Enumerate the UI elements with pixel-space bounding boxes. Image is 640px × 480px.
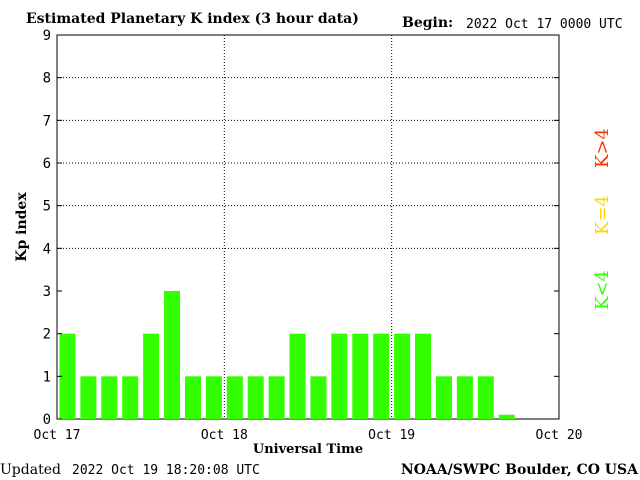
credit-text: NOAA/SWPC Boulder, CO USA	[401, 462, 639, 478]
y-tick-label: 8	[43, 71, 51, 87]
y-tick-label: 1	[43, 369, 51, 385]
x-tick-label: Oct 19	[368, 428, 415, 443]
kp-bar	[352, 333, 369, 419]
kp-bar	[59, 333, 76, 419]
x-tick-label: Oct 20	[536, 428, 583, 443]
kp-bar	[477, 376, 494, 419]
kp-bar	[205, 376, 222, 419]
kp-bar	[310, 376, 327, 419]
kp-bar	[268, 376, 285, 419]
x-tick-label: Oct 18	[201, 428, 248, 443]
y-tick-label: 2	[43, 327, 51, 343]
begin-value: 2022 Oct 17 0000 UTC	[466, 17, 623, 32]
x-tick-label: Oct 17	[34, 428, 81, 443]
kp-bar	[247, 376, 264, 419]
y-tick-labels: 0 1 2 3 4 5 6 7 8 9	[43, 28, 559, 428]
y-tick-label: 3	[43, 284, 51, 300]
chart-title: Estimated Planetary K index (3 hour data…	[26, 11, 359, 27]
y-tick-label: 4	[43, 241, 51, 257]
x-axis-label: Universal Time	[253, 442, 363, 457]
legend-k-equal-4: K=4	[592, 195, 613, 235]
y-tick-label: 5	[43, 199, 51, 215]
begin-label: Begin:	[402, 15, 453, 31]
kp-bar	[415, 333, 432, 419]
kp-bar	[80, 376, 97, 419]
kp-bar	[122, 376, 139, 419]
kp-bar	[331, 333, 348, 419]
grid-lines	[57, 35, 559, 419]
bars	[59, 291, 515, 419]
legend-k-less-4: K<4	[592, 270, 613, 310]
y-tick-label: 7	[43, 113, 51, 129]
kp-bar	[101, 376, 118, 419]
kp-bar	[373, 333, 390, 419]
kp-bar	[498, 414, 515, 419]
y-axis-label: Kp index	[14, 192, 30, 262]
y-tick-label: 9	[43, 28, 51, 44]
kp-bar	[226, 376, 243, 419]
kp-bar	[184, 376, 201, 419]
legend-k-greater-4: K>4	[592, 128, 613, 168]
y-tick-label: 0	[43, 412, 51, 428]
plot-frame	[56, 34, 560, 420]
kp-bar	[289, 333, 306, 419]
kp-bar	[164, 291, 181, 419]
updated-label: Updated	[0, 462, 61, 478]
kp-bar	[456, 376, 473, 419]
kp-bar	[435, 376, 452, 419]
updated-value: 2022 Oct 19 18:20:08 UTC	[72, 463, 260, 478]
x-tick-labels: Oct 17 Oct 18 Oct 19 Oct 20	[34, 428, 583, 443]
y-tick-label: 6	[43, 156, 51, 172]
kp-bar	[394, 333, 411, 419]
kp-bar	[143, 333, 160, 419]
